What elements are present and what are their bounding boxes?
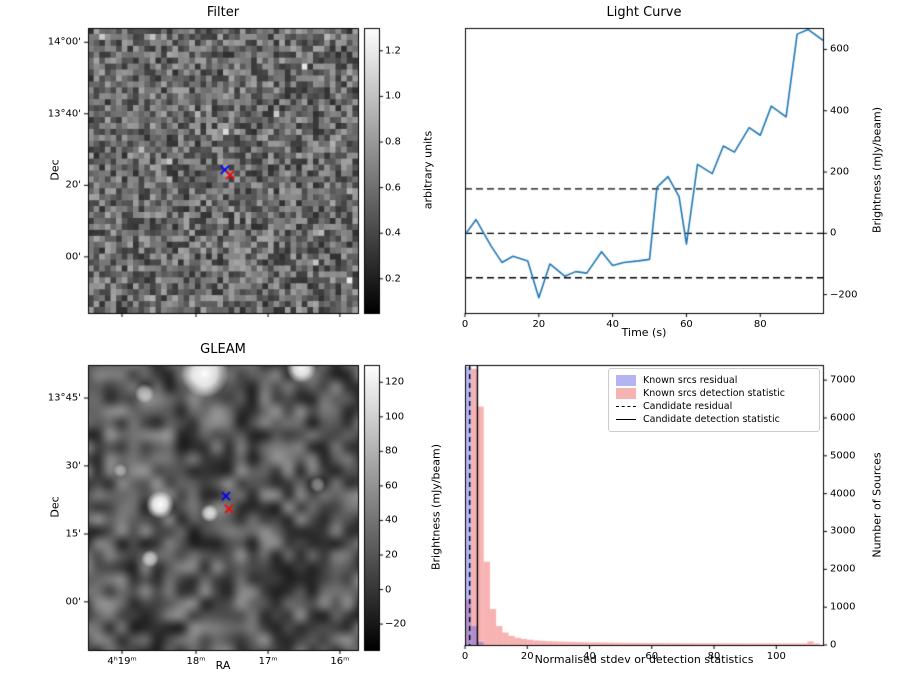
time-tick-label: 80 xyxy=(753,319,767,330)
histogram-ylabel: Number of Sources xyxy=(870,452,884,558)
legend-item-known-detection: Known srcs detection statistic xyxy=(616,388,812,399)
gleam-dec-tick-label: 13°45' xyxy=(47,392,81,404)
filter-title: Filter xyxy=(206,5,240,20)
stdev-tick-label: 20 xyxy=(520,651,534,662)
time-tick-label: 40 xyxy=(606,319,619,330)
colorbar-tick-label: 120 xyxy=(385,376,405,388)
nsources-tick-label: 5000 xyxy=(830,450,856,462)
legend-dashed-line-icon xyxy=(616,406,636,407)
colorbar-tick-label: 0 xyxy=(385,584,392,596)
light-curve-title: Light Curve xyxy=(606,5,682,20)
light-curve-xlabel: Time (s) xyxy=(621,326,667,339)
gleam-dec-tick-label: 15' xyxy=(65,528,81,540)
light-curve-ylabel: Brightness (mJy/beam) xyxy=(870,106,884,234)
colorbar-tick-label: 0.2 xyxy=(385,273,401,285)
gleam-ra-tick-label: 16ᵐ xyxy=(330,656,350,667)
colorbar-tick-label: 0.6 xyxy=(385,182,401,194)
colorbar-tick-label: 40 xyxy=(385,514,398,526)
stdev-tick-label: 40 xyxy=(583,651,596,662)
stdev-tick-label: 100 xyxy=(766,651,786,662)
brightness-tick-label: 400 xyxy=(830,105,850,117)
histogram-legend: Known srcs residual Known srcs detection… xyxy=(608,368,820,432)
nsources-tick-label: 0 xyxy=(830,639,837,651)
nsources-tick-label: 2000 xyxy=(830,563,856,575)
colorbar-tick-label: 20 xyxy=(385,549,398,561)
colorbar-tick-label: 0.4 xyxy=(385,227,401,239)
gleam-dec-tick-label: 00' xyxy=(65,596,81,608)
gleam-colorbar-label: Brightness (mJy/beam) xyxy=(429,443,443,571)
legend-label-candidate-residual: Candidate residual xyxy=(643,401,733,412)
legend-item-known-residual: Known srcs residual xyxy=(616,375,812,386)
nsources-tick-label: 4000 xyxy=(830,488,856,500)
legend-label-known-detection: Known srcs detection statistic xyxy=(643,388,785,399)
time-tick-label: 20 xyxy=(532,319,546,330)
filter-dec-tick-label: 13°40' xyxy=(47,108,81,120)
histogram-xlabel: Normalised stdev or detection statistics xyxy=(534,653,754,666)
gleam-ra-tick-label: 4ʰ19ᵐ xyxy=(107,656,137,667)
gleam-xlabel: RA xyxy=(215,659,231,672)
filter-dec-tick-label: 14°00' xyxy=(47,36,81,48)
stdev-tick-label: 0 xyxy=(461,651,469,662)
brightness-tick-label: 600 xyxy=(830,43,850,55)
colorbar-tick-label: 80 xyxy=(385,445,398,457)
nsources-tick-label: 7000 xyxy=(830,374,856,386)
colorbar-tick-label: 0.8 xyxy=(385,136,401,148)
time-tick-label: 0 xyxy=(461,319,469,330)
brightness-tick-label: 200 xyxy=(830,166,850,178)
colorbar-tick-label: 60 xyxy=(385,480,398,492)
legend-solid-line-icon xyxy=(616,419,636,420)
legend-swatch-known-detection xyxy=(616,388,636,399)
stdev-tick-label: 60 xyxy=(645,651,659,662)
legend-item-candidate-residual: Candidate residual xyxy=(616,401,812,412)
nsources-tick-label: 1000 xyxy=(830,601,856,613)
filter-dec-tick-label: 20' xyxy=(65,179,81,191)
colorbar-tick-label: 1.0 xyxy=(385,90,401,102)
brightness-tick-label: −200 xyxy=(830,289,858,301)
gleam-ra-tick-label: 18ᵐ xyxy=(186,656,206,667)
colorbar-tick-label: 1.2 xyxy=(385,45,401,57)
gleam-ylabel: Dec xyxy=(48,496,62,518)
brightness-tick-label: 0 xyxy=(830,227,837,239)
nsources-tick-label: 3000 xyxy=(830,525,856,537)
gleam-title: GLEAM xyxy=(200,342,246,357)
gleam-ra-tick-label: 17ᵐ xyxy=(258,656,278,667)
legend-label-candidate-detection: Candidate detection statistic xyxy=(643,414,780,425)
time-tick-label: 60 xyxy=(680,319,693,330)
filter-colorbar-label: arbitrary units xyxy=(421,130,435,210)
filter-dec-tick-label: 00' xyxy=(65,251,81,263)
legend-item-candidate-detection: Candidate detection statistic xyxy=(616,414,812,425)
legend-label-known-residual: Known srcs residual xyxy=(643,375,738,386)
gleam-dec-tick-label: 30' xyxy=(65,460,81,472)
nsources-tick-label: 6000 xyxy=(830,412,856,424)
stdev-tick-label: 80 xyxy=(707,651,721,662)
colorbar-tick-label: −20 xyxy=(385,618,407,630)
colorbar-tick-label: 100 xyxy=(385,411,405,423)
legend-swatch-known-residual xyxy=(616,375,636,386)
filter-ylabel: Dec xyxy=(48,159,62,181)
